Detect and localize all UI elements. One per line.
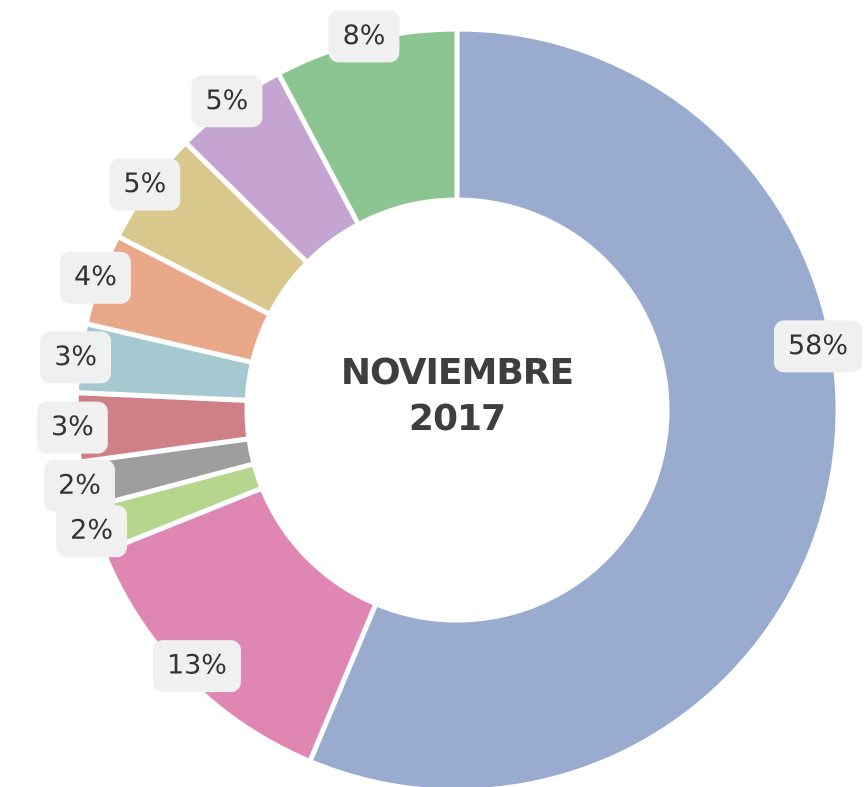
data-label: 5% bbox=[205, 85, 248, 116]
data-label: 2% bbox=[58, 469, 101, 500]
label-box bbox=[60, 251, 131, 304]
donut-slice bbox=[274, 26, 460, 228]
data-label: 2% bbox=[70, 515, 113, 546]
donut-slice bbox=[100, 484, 380, 765]
label-box bbox=[152, 640, 241, 693]
label-box bbox=[191, 75, 263, 128]
donut-slice bbox=[306, 26, 841, 787]
data-label: 8% bbox=[343, 20, 386, 51]
data-label: 58% bbox=[788, 330, 848, 361]
label-box bbox=[328, 10, 400, 63]
label-box bbox=[44, 459, 115, 512]
label-box bbox=[40, 331, 112, 384]
data-label: 3% bbox=[51, 411, 94, 442]
label-box bbox=[36, 401, 108, 454]
chart-title: NOVIEMBRE 2017 bbox=[340, 352, 574, 439]
label-box bbox=[109, 158, 181, 211]
data-label: 13% bbox=[167, 650, 227, 681]
label-box bbox=[56, 505, 127, 558]
data-label: 5% bbox=[123, 168, 166, 199]
label-box bbox=[773, 320, 863, 373]
data-label: 4% bbox=[74, 261, 117, 292]
data-label: 3% bbox=[54, 341, 97, 372]
